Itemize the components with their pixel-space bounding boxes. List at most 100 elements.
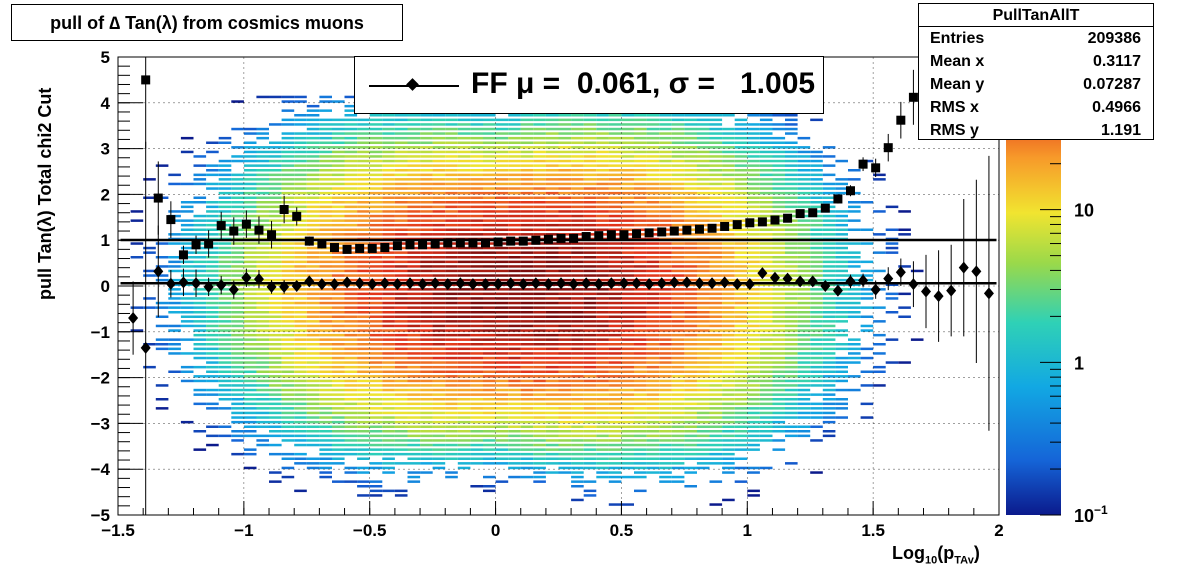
- heatmap-cell: [785, 301, 798, 305]
- heatmap-cell: [457, 324, 471, 328]
- heatmap-cell: [583, 301, 597, 305]
- heatmap-cell: [319, 370, 332, 373]
- heatmap-cell: [520, 159, 534, 163]
- heatmap-cell: [294, 311, 307, 314]
- heatmap-cell: [810, 173, 823, 177]
- heatmap-cell: [218, 311, 232, 314]
- heatmap-cell: [206, 173, 219, 177]
- heatmap-cell: [810, 370, 823, 373]
- heatmap-cell: [571, 439, 584, 442]
- heatmap-cell: [269, 246, 282, 250]
- heatmap-cell: [332, 365, 345, 369]
- heatmap-cell: [722, 155, 735, 158]
- heatmap-cell: [671, 278, 685, 282]
- heatmap-cell: [256, 205, 269, 209]
- heatmap-cell: [294, 191, 307, 195]
- heatmap-cell: [306, 269, 320, 273]
- heatmap-cell: [822, 242, 836, 245]
- heatmap-cell: [231, 411, 244, 415]
- heatmap-cell: [797, 146, 811, 149]
- heatmap-cell: [583, 164, 597, 167]
- heatmap-cell: [344, 178, 358, 181]
- heatmap-cell: [596, 443, 609, 447]
- heatmap-cell: [759, 329, 773, 332]
- heatmap-cell: [545, 269, 559, 273]
- heatmap-cell: [357, 420, 370, 424]
- stats-label: Mean x: [930, 53, 985, 70]
- heatmap-cell: [860, 201, 874, 204]
- heatmap-cell: [457, 159, 471, 163]
- heatmap-cell: [206, 365, 219, 369]
- heatmap-cell: [533, 315, 546, 318]
- heatmap-cell: [835, 320, 848, 323]
- heatmap-cell: [722, 411, 735, 415]
- heatmap-cell: [508, 251, 521, 254]
- mean-point: [933, 290, 944, 303]
- heatmap-cell: [457, 365, 471, 369]
- heatmap-cell: [382, 164, 395, 167]
- heatmap-cell: [810, 159, 823, 163]
- heatmap-cell: [294, 388, 307, 392]
- heatmap-cell: [206, 182, 219, 186]
- heatmap-cell: [659, 434, 672, 438]
- heatmap-cell: [306, 329, 320, 332]
- heatmap-cell: [734, 164, 748, 167]
- heatmap-cell: [822, 256, 836, 259]
- heatmap-cell: [583, 205, 597, 209]
- heatmap-cell: [508, 182, 521, 186]
- heatmap-cell: [785, 132, 798, 135]
- heatmap-cell: [835, 233, 848, 236]
- heatmap-cell: [797, 311, 811, 314]
- heatmap-cell: [709, 201, 723, 204]
- heatmap-cell: [848, 352, 861, 355]
- heatmap-cell: [596, 164, 609, 167]
- heatmap-cell: [382, 146, 395, 149]
- heatmap-cell: [759, 384, 773, 387]
- heatmap-cell: [344, 288, 358, 291]
- heatmap-cell: [696, 159, 710, 163]
- heatmap-cell: [797, 265, 811, 268]
- heatmap-cell: [810, 320, 823, 323]
- heatmap-cell: [608, 187, 622, 190]
- heatmap-cell: [772, 223, 786, 227]
- heatmap-cell: [180, 246, 194, 250]
- mean-point: [367, 278, 378, 291]
- mean-point: [392, 278, 403, 291]
- heatmap-cell: [520, 136, 534, 140]
- heatmap-cell: [508, 201, 521, 204]
- heatmap-cell: [420, 462, 433, 465]
- heatmap-cell: [684, 324, 697, 328]
- heatmap-cell: [457, 306, 471, 309]
- heatmap-cell: [193, 356, 207, 360]
- heatmap-cell: [621, 228, 634, 231]
- heatmap-cell: [344, 169, 358, 172]
- heatmap-cell: [785, 356, 798, 360]
- heatmap-cell: [558, 333, 572, 337]
- heatmap-cell: [495, 329, 509, 332]
- heatmap-cell: [621, 347, 634, 351]
- heatmap-cell: [533, 178, 546, 181]
- heatmap-cell: [344, 480, 358, 483]
- heatmap-cell: [332, 191, 345, 195]
- heatmap-cell: [407, 365, 421, 369]
- y-tick-label: 3: [101, 140, 110, 159]
- heatmap-cell: [369, 118, 383, 122]
- heatmap-cell: [684, 182, 697, 186]
- heatmap-cell: [306, 352, 320, 355]
- heatmap-cell: [407, 210, 421, 213]
- heatmap-cell: [306, 379, 320, 383]
- heatmap-cell: [445, 329, 458, 332]
- heatmap-cell: [533, 297, 546, 300]
- heatmap-cell: [759, 466, 773, 470]
- heatmap-cell: [407, 425, 421, 428]
- heatmap-cell: [684, 164, 697, 167]
- heatmap-cell: [722, 388, 735, 392]
- heatmap-cell: [470, 324, 483, 328]
- heatmap-cell: [357, 146, 370, 149]
- heatmap-cell: [797, 398, 811, 401]
- heatmap-cell: [822, 420, 836, 424]
- heatmap-cell: [332, 320, 345, 323]
- heatmap-cell: [520, 420, 534, 424]
- heatmap-cell: [508, 301, 521, 305]
- heatmap-cell: [193, 388, 207, 392]
